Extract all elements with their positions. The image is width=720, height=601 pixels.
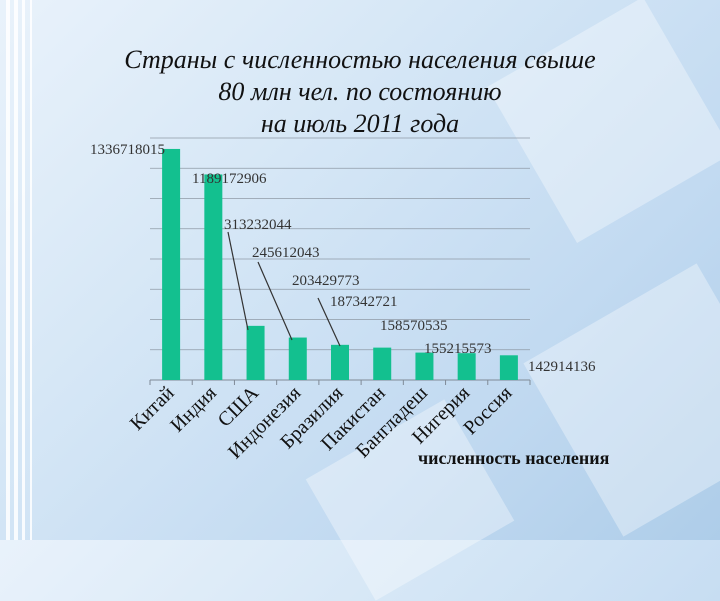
data-label: 187342721 bbox=[330, 294, 398, 310]
bar bbox=[373, 347, 392, 380]
bar bbox=[331, 344, 349, 380]
data-label: 313232044 bbox=[224, 217, 292, 233]
data-label: 203429773 bbox=[292, 273, 360, 289]
leader-line bbox=[317, 297, 341, 347]
leader-line bbox=[227, 231, 249, 331]
data-label: 1336718015 bbox=[90, 142, 165, 158]
category-label: Россия bbox=[459, 382, 516, 439]
bar bbox=[415, 352, 434, 380]
chart-title-line-3: на июль 2011 года bbox=[260, 109, 460, 138]
bar-chart: КитайИндияСШАИндонезияБразилияПакистанБа… bbox=[90, 137, 596, 463]
bar bbox=[288, 337, 307, 380]
data-label: 1189172906 bbox=[192, 171, 267, 187]
data-label: 245612043 bbox=[252, 245, 320, 261]
data-label: 158570535 bbox=[380, 318, 448, 334]
leader-line bbox=[257, 261, 293, 341]
legend-label: численность населения bbox=[418, 448, 610, 468]
bar bbox=[162, 148, 181, 380]
bar bbox=[499, 355, 518, 380]
left-stripe-decoration bbox=[0, 0, 42, 540]
data-label: 142914136 bbox=[528, 359, 596, 375]
bar bbox=[204, 174, 223, 380]
bar bbox=[246, 325, 265, 380]
chart-title-line-1: Страны с численностью населения свыше bbox=[124, 45, 596, 74]
data-label: 155215573 bbox=[424, 341, 492, 357]
category-label: Индия bbox=[166, 382, 221, 437]
bar bbox=[457, 353, 476, 380]
chart-title-line-2: 80 млн чел. по состоянию bbox=[218, 77, 502, 106]
chart-title: Страны с численностью населения свыше 80… bbox=[60, 44, 660, 140]
